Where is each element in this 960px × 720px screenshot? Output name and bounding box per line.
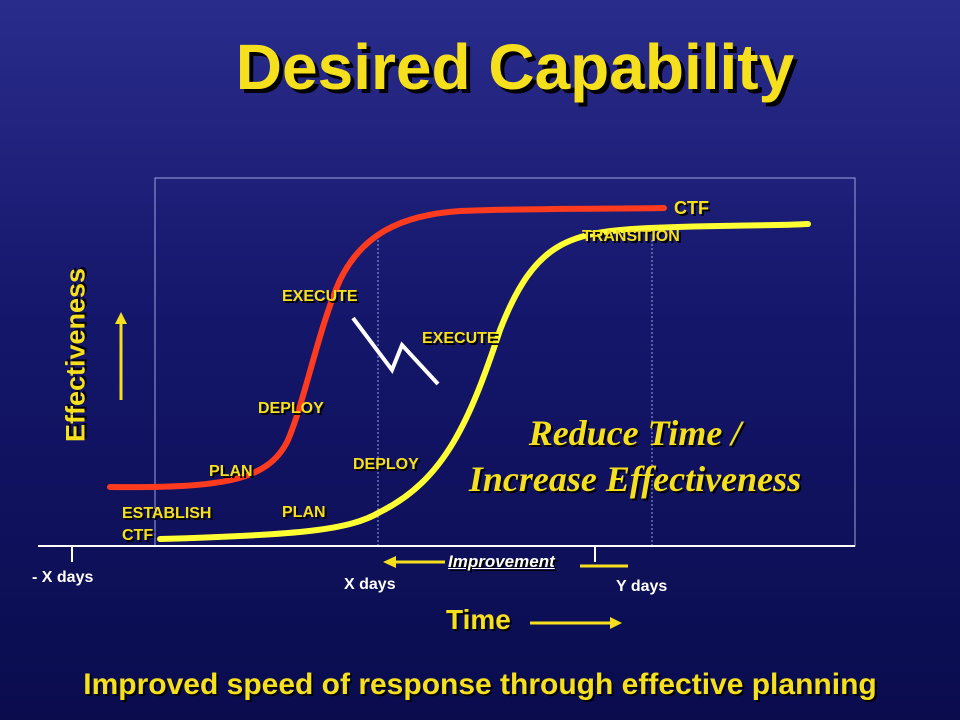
- minus-x-days-label: - X days: [32, 569, 94, 586]
- ctf-label: CTF: [674, 198, 709, 218]
- slide-footer: Improved speed of response through effec…: [83, 668, 877, 701]
- message-line-2: Increase Effectiveness: [468, 459, 802, 499]
- x-days-label: X days: [344, 576, 396, 593]
- message-line-1: Reduce Time /: [528, 413, 742, 453]
- time-axis-label: Time: [446, 604, 511, 635]
- desired-capability-curve: [107, 205, 667, 491]
- arrow-up-head: [115, 312, 127, 324]
- deploy-red-label: DEPLOY: [258, 400, 324, 417]
- slide-title: Desired Capability: [235, 31, 795, 103]
- arrow-left-head: [383, 556, 396, 568]
- transition-label: TRANSITION: [582, 228, 680, 245]
- execute-red-label: EXECUTE: [282, 288, 358, 305]
- arrow-right-head: [610, 617, 622, 629]
- execute-yellow-label: EXECUTE: [422, 330, 498, 347]
- current-capability-curve: [157, 221, 811, 542]
- y-days-label: Y days: [616, 578, 668, 595]
- plan-yellow-label: PLAN: [282, 504, 326, 521]
- plan-red-label: PLAN: [209, 463, 253, 480]
- establish-label: ESTABLISH: [122, 505, 212, 522]
- improvement-label: Improvement: [448, 552, 555, 571]
- deploy-yellow-label: DEPLOY: [353, 456, 419, 473]
- effectiveness-axis-label: Effectiveness: [60, 267, 91, 443]
- lightning-bolt-icon: [351, 316, 440, 386]
- establish-ctf-label: CTF: [122, 527, 154, 544]
